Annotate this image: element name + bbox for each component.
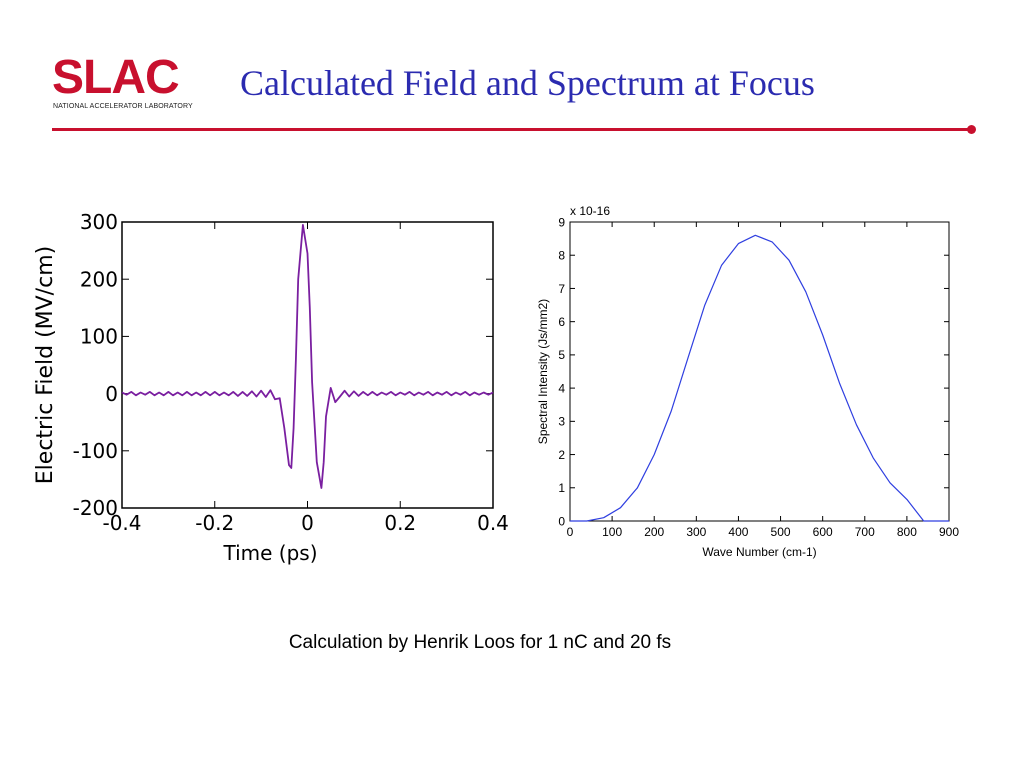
chart2-x-tick-label: 600 bbox=[813, 525, 833, 539]
chart1-y-axis-label: Electric Field (MV/cm) bbox=[33, 246, 58, 484]
title-divider bbox=[52, 128, 972, 131]
chart1-y-tick-label: 100 bbox=[80, 325, 118, 349]
caption: Calculation by Henrik Loos for 1 nC and … bbox=[288, 632, 672, 653]
chart2-y-tick-label: 1 bbox=[558, 481, 565, 495]
chart2-y-tick-label: 3 bbox=[558, 415, 565, 429]
divider-dot bbox=[967, 125, 976, 134]
chart1-x-tick-label: 0 bbox=[301, 511, 314, 535]
chart2-x-tick-label: 300 bbox=[686, 525, 706, 539]
chart2-x-tick-label: 900 bbox=[939, 525, 959, 539]
chart2-x-tick-label: 700 bbox=[855, 525, 875, 539]
chart2-y-tick-label: 8 bbox=[558, 249, 565, 263]
chart1-y-tick-label: -100 bbox=[73, 439, 118, 463]
chart2-x-tick-label: 400 bbox=[728, 525, 748, 539]
chart1-x-tick-label: 0.4 bbox=[477, 511, 509, 535]
chart2-x-tick-label: 500 bbox=[771, 525, 791, 539]
page-title: Calculated Field and Spectrum at Focus bbox=[240, 63, 815, 103]
chart2-y-tick-label: 0 bbox=[558, 514, 565, 528]
chart1-y-tick-label: 0 bbox=[105, 382, 118, 406]
chart1-x-tick-label: -0.4 bbox=[102, 511, 141, 535]
chart2-series-line bbox=[570, 234, 949, 522]
chart2-x-axis-label: Wave Number (cm-1) bbox=[702, 545, 816, 559]
chart2-x-tick-label: 800 bbox=[897, 525, 917, 539]
chart2-y-tick-label: 9 bbox=[558, 215, 565, 229]
chart1-x-axis-label: Time (ps) bbox=[222, 541, 317, 565]
chart2-y-tick-label: 5 bbox=[558, 348, 565, 362]
chart2-y-tick-label: 2 bbox=[558, 448, 565, 462]
chart2-plot-frame bbox=[569, 221, 950, 522]
chart2-y-axis-label: Spectral Intensity (Js/mm2) bbox=[536, 299, 550, 444]
chart1-y-tick-label: 200 bbox=[80, 267, 118, 291]
chart1-series-line bbox=[121, 224, 494, 489]
chart2-x-tick-label: 0 bbox=[567, 525, 574, 539]
chart1-y-tick-label: 300 bbox=[80, 210, 118, 234]
logo-text: SLAC bbox=[52, 51, 180, 104]
chart2-x-tick-label: 100 bbox=[602, 525, 622, 539]
logo-subtitle: NATIONAL ACCELERATOR LABORATORY bbox=[53, 103, 193, 110]
chart2-x-tick-label: 200 bbox=[644, 525, 664, 539]
chart2-y-tick-label: 4 bbox=[558, 381, 565, 395]
chart2-y-tick-label: 7 bbox=[558, 282, 565, 296]
chart2-y-tick-label: 6 bbox=[558, 315, 565, 329]
slac-logo: SLAC NATIONAL ACCELERATOR LABORATORY bbox=[52, 54, 197, 114]
chart1-x-tick-label: -0.2 bbox=[195, 511, 234, 535]
chart2-scale-label: x 10-16 bbox=[570, 204, 610, 218]
chart1-y-tick-label: -200 bbox=[73, 496, 118, 520]
chart1-x-tick-label: 0.2 bbox=[384, 511, 416, 535]
